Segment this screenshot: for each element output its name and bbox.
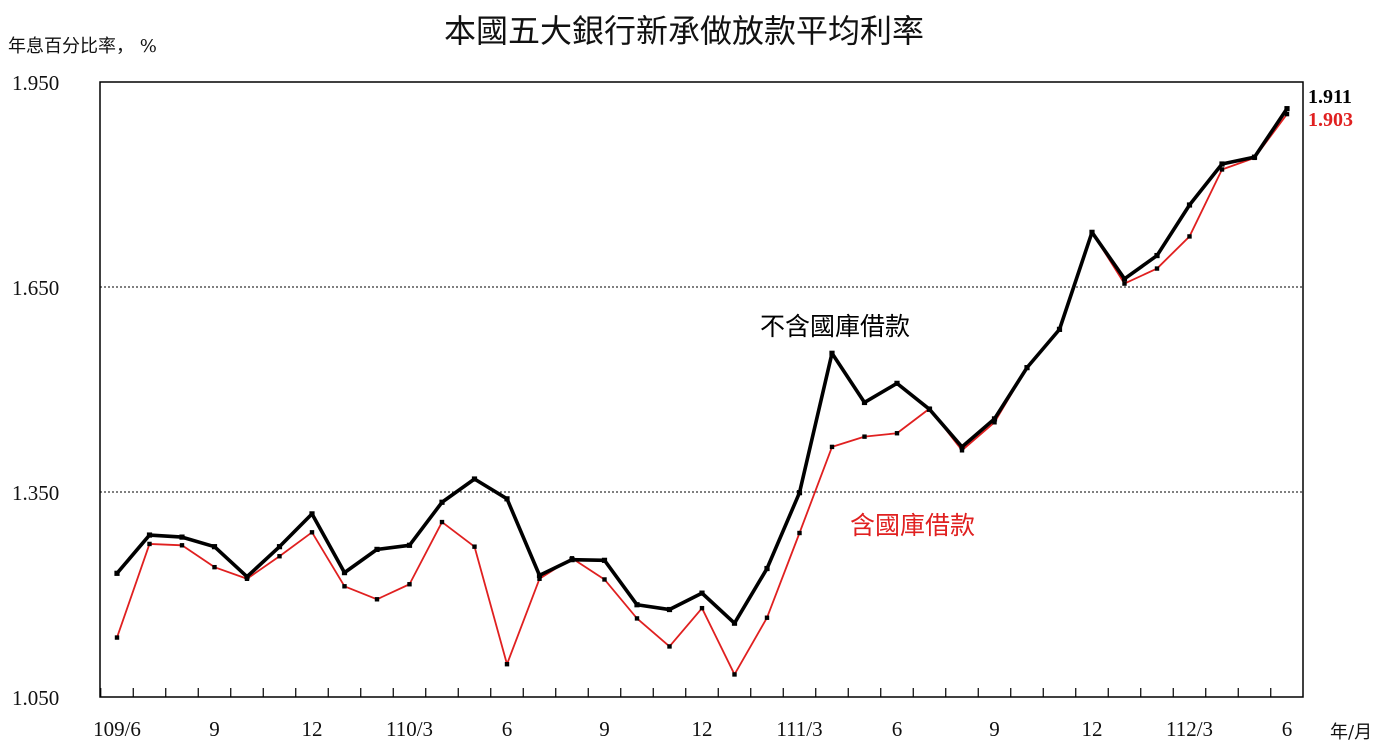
- y-tick-label: 1.350: [12, 481, 59, 505]
- data-point: [732, 672, 737, 677]
- data-point: [829, 444, 835, 450]
- data-point: [829, 350, 835, 356]
- data-point: [277, 554, 282, 559]
- end-value-label-excluding-treasury: 1.911: [1308, 86, 1352, 108]
- data-point: [179, 534, 185, 540]
- data-point: [114, 570, 120, 576]
- data-point: [471, 476, 478, 482]
- data-point: [699, 605, 705, 611]
- data-point: [1284, 106, 1290, 112]
- data-point: [926, 406, 933, 412]
- y-axis-tick-labels: 1.950 1.650 1.350 1.050: [12, 71, 59, 710]
- data-point: [959, 448, 965, 453]
- series-label-including-treasury: 含國庫借款: [850, 511, 975, 540]
- data-point: [601, 557, 608, 563]
- data-point: [439, 519, 445, 525]
- series-excluding-treasury: [114, 106, 1290, 626]
- data-point: [991, 416, 998, 422]
- data-point: [504, 662, 510, 667]
- x-tick-label: 9: [989, 717, 1000, 741]
- x-tick-label: 12: [1082, 717, 1103, 741]
- data-point: [1186, 202, 1193, 208]
- data-point: [1089, 229, 1095, 235]
- data-point: [1056, 326, 1063, 332]
- data-point: [374, 546, 380, 552]
- data-point: [1154, 252, 1160, 259]
- x-tick-label: 6: [1282, 717, 1293, 741]
- data-point: [342, 584, 347, 589]
- x-tick-label: 9: [209, 717, 220, 741]
- x-tick-label: 6: [892, 717, 903, 741]
- data-point: [797, 530, 802, 536]
- data-point: [1121, 276, 1128, 282]
- chart-title: 本國五大銀行新承做放款平均利率: [444, 12, 924, 50]
- data-point: [699, 590, 705, 596]
- data-point: [406, 542, 413, 548]
- end-value-label-including-treasury: 1.903: [1308, 109, 1353, 131]
- x-tick-label: 9: [599, 717, 610, 741]
- data-point: [634, 616, 640, 621]
- data-point: [244, 574, 250, 580]
- data-point: [1122, 281, 1127, 286]
- data-point: [1251, 154, 1258, 160]
- data-point: [536, 572, 543, 578]
- x-axis-unit-label: 年/月: [1330, 722, 1372, 743]
- y-tick-label: 1.050: [12, 686, 59, 710]
- x-axis-tick-labels: 109/6 9 12 110/3 6 9 12 111/3 6 9 12 112/3 6: [93, 717, 1292, 741]
- data-point: [504, 496, 510, 502]
- x-tick-label: 12: [302, 717, 323, 741]
- data-point: [309, 530, 315, 535]
- data-point: [374, 597, 380, 602]
- data-point: [276, 544, 283, 550]
- data-point: [1154, 266, 1160, 271]
- data-point: [959, 444, 965, 450]
- data-point: [731, 620, 738, 626]
- x-tick-label: 109/6: [93, 717, 141, 741]
- data-point: [212, 564, 217, 570]
- data-point: [634, 602, 640, 608]
- data-point: [179, 543, 185, 548]
- x-tick-label: 111/3: [776, 717, 822, 741]
- data-point: [569, 557, 575, 563]
- data-point: [796, 490, 803, 496]
- x-axis-ticks: [100, 688, 1272, 697]
- data-point: [861, 399, 868, 406]
- data-point: [894, 380, 900, 386]
- data-point: [1284, 111, 1290, 117]
- data-point: [211, 544, 218, 550]
- gridlines: [100, 286, 1303, 493]
- data-point: [114, 635, 120, 640]
- data-point: [1187, 234, 1192, 239]
- data-point: [764, 565, 770, 572]
- data-point: [667, 644, 672, 649]
- y-tick-label: 1.650: [12, 276, 59, 300]
- data-point: [602, 577, 607, 582]
- data-point: [146, 532, 153, 538]
- data-point: [666, 606, 673, 613]
- x-tick-label: 12: [692, 717, 713, 741]
- data-point: [764, 615, 770, 620]
- series-line-1: [116, 113, 1288, 676]
- data-point: [439, 499, 445, 505]
- data-point: [1219, 161, 1225, 167]
- x-tick-label: 112/3: [1166, 717, 1213, 741]
- y-tick-label: 1.950: [12, 71, 59, 95]
- data-point: [894, 431, 900, 436]
- data-point: [1219, 167, 1225, 172]
- data-point: [992, 420, 997, 425]
- data-point: [341, 570, 348, 576]
- data-point: [309, 511, 315, 517]
- data-point: [472, 544, 477, 549]
- data-point: [537, 576, 542, 581]
- data-point: [1024, 365, 1030, 371]
- data-point: [862, 434, 867, 439]
- x-tick-label: 6: [502, 717, 513, 741]
- data-point: [147, 541, 152, 547]
- x-tick-label: 110/3: [386, 717, 433, 741]
- plot-area-frame: [99, 81, 1304, 698]
- y-axis-unit-label: 年息百分比率， %: [8, 36, 157, 57]
- series-label-excluding-treasury: 不含國庫借款: [760, 312, 910, 341]
- data-point: [407, 582, 412, 587]
